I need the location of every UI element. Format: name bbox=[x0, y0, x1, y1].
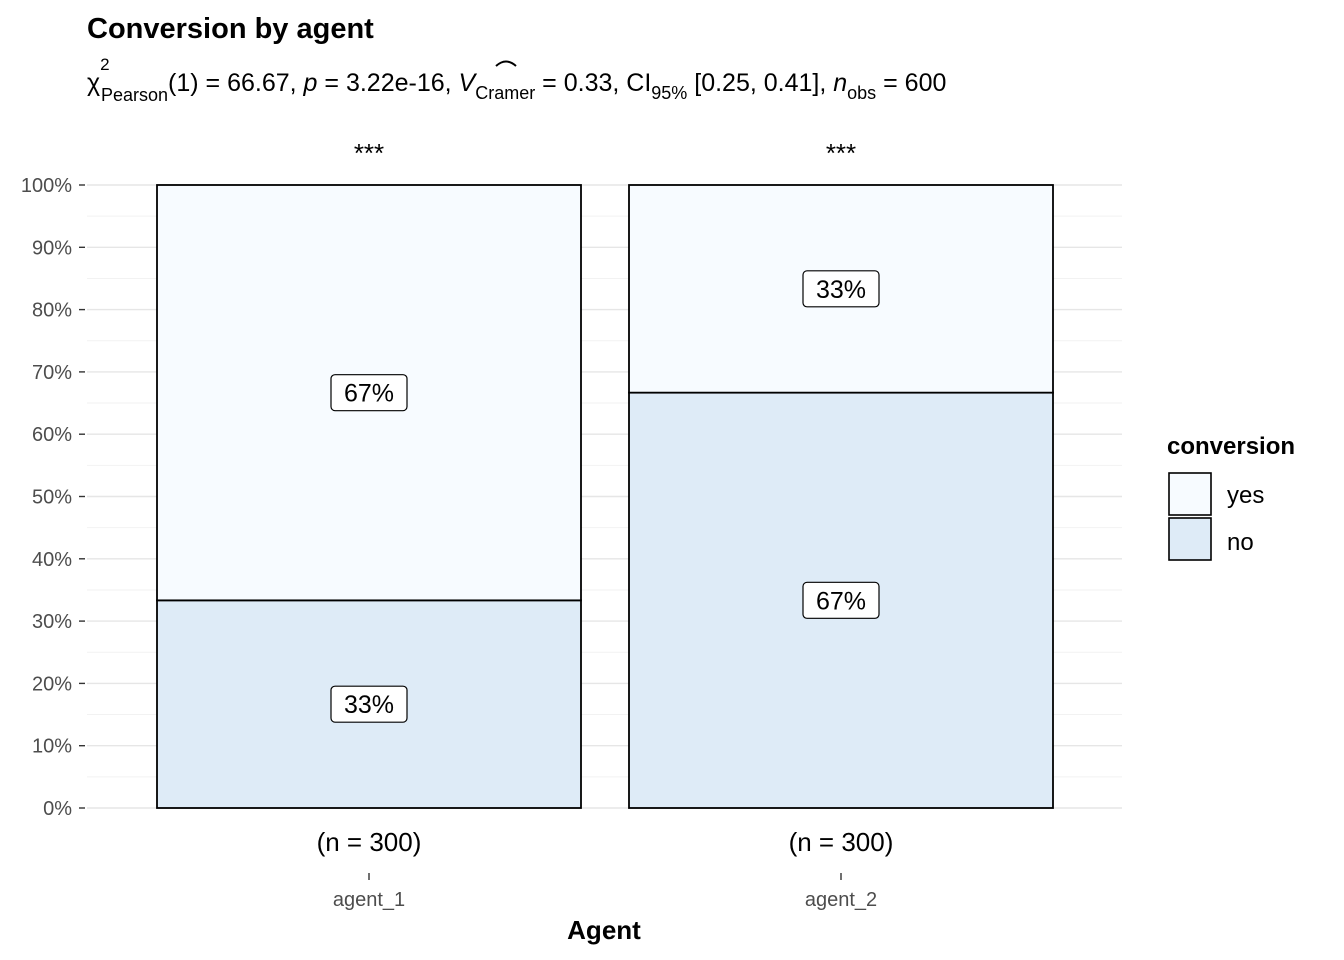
x-axis: agent_1 agent_2 bbox=[333, 873, 877, 911]
y-tick-label: 90% bbox=[32, 237, 72, 259]
significance-label: *** bbox=[826, 138, 856, 168]
subtitle-n-sub: obs bbox=[847, 83, 876, 103]
y-tick-label: 80% bbox=[32, 300, 72, 322]
subtitle-chi-sup: 2 bbox=[100, 55, 109, 74]
v-hat-icon bbox=[495, 60, 517, 67]
y-tick-label: 0% bbox=[43, 798, 72, 820]
subtitle-p-symbol: p bbox=[303, 69, 318, 97]
data-label-no: 33% bbox=[344, 691, 394, 719]
y-axis: 0% 10% 20% 30% 40% 50% 60% 70% 80% 90% 100% bbox=[21, 175, 85, 820]
significance-label: *** bbox=[354, 138, 384, 168]
y-tick-label: 60% bbox=[32, 424, 72, 446]
data-label-yes: 33% bbox=[816, 276, 866, 304]
subtitle-v-value: = 0.33, CI bbox=[535, 69, 651, 97]
data-label-yes: 67% bbox=[344, 380, 394, 408]
y-tick-label: 100% bbox=[21, 175, 72, 197]
data-label-group: 67% bbox=[330, 374, 408, 412]
count-label: (n = 300) bbox=[789, 827, 894, 857]
legend-label-yes: yes bbox=[1227, 482, 1264, 509]
legend-label-no: no bbox=[1227, 529, 1254, 556]
subtitle-ci-sub: 95% bbox=[651, 83, 687, 103]
chart-title: Conversion by agent bbox=[87, 13, 374, 45]
subtitle-v-symbol: V bbox=[459, 69, 478, 97]
data-label-box bbox=[330, 685, 408, 723]
legend-swatch-no bbox=[1168, 517, 1212, 561]
legend-swatch-yes bbox=[1168, 472, 1212, 516]
subtitle-df: (1) = 66.67, bbox=[168, 69, 304, 97]
subtitle-chi-sub: Pearson bbox=[101, 85, 168, 105]
data-label-group: 33% bbox=[802, 270, 880, 308]
y-tick-label: 50% bbox=[32, 487, 72, 509]
y-tick-label: 70% bbox=[32, 362, 72, 384]
subtitle-n-value: = 600 bbox=[876, 69, 946, 97]
x-tick-label: agent_2 bbox=[805, 889, 877, 911]
chart-subtitle: χ2 Pearson(1) = 66.67, p = 3.22e-16, VCra… bbox=[87, 55, 946, 105]
subtitle-chi: χ bbox=[87, 69, 100, 97]
data-label-group: 67% bbox=[802, 581, 880, 619]
subtitle-v-sub: Cramer bbox=[475, 83, 535, 103]
legend-title: conversion bbox=[1167, 433, 1295, 460]
x-axis-title: Agent bbox=[567, 915, 641, 945]
legend: conversion yes no bbox=[1167, 433, 1295, 561]
subtitle-n-symbol: n bbox=[833, 69, 847, 97]
subtitle-p-value: = 3.22e-16, bbox=[317, 69, 458, 97]
subtitle-ci-value: [0.25, 0.41], bbox=[687, 69, 833, 97]
data-label-group: 33% bbox=[330, 685, 408, 723]
data-label-box bbox=[802, 581, 880, 619]
y-tick-label: 10% bbox=[32, 736, 72, 758]
data-label-no: 67% bbox=[816, 587, 866, 615]
data-label-box bbox=[330, 374, 408, 412]
y-tick-label: 40% bbox=[32, 549, 72, 571]
count-label: (n = 300) bbox=[317, 827, 422, 857]
x-tick-label: agent_1 bbox=[333, 889, 405, 911]
y-tick-label: 30% bbox=[32, 611, 72, 633]
data-label-box bbox=[802, 270, 880, 308]
y-tick-label: 20% bbox=[32, 673, 72, 695]
bars bbox=[156, 184, 1054, 809]
